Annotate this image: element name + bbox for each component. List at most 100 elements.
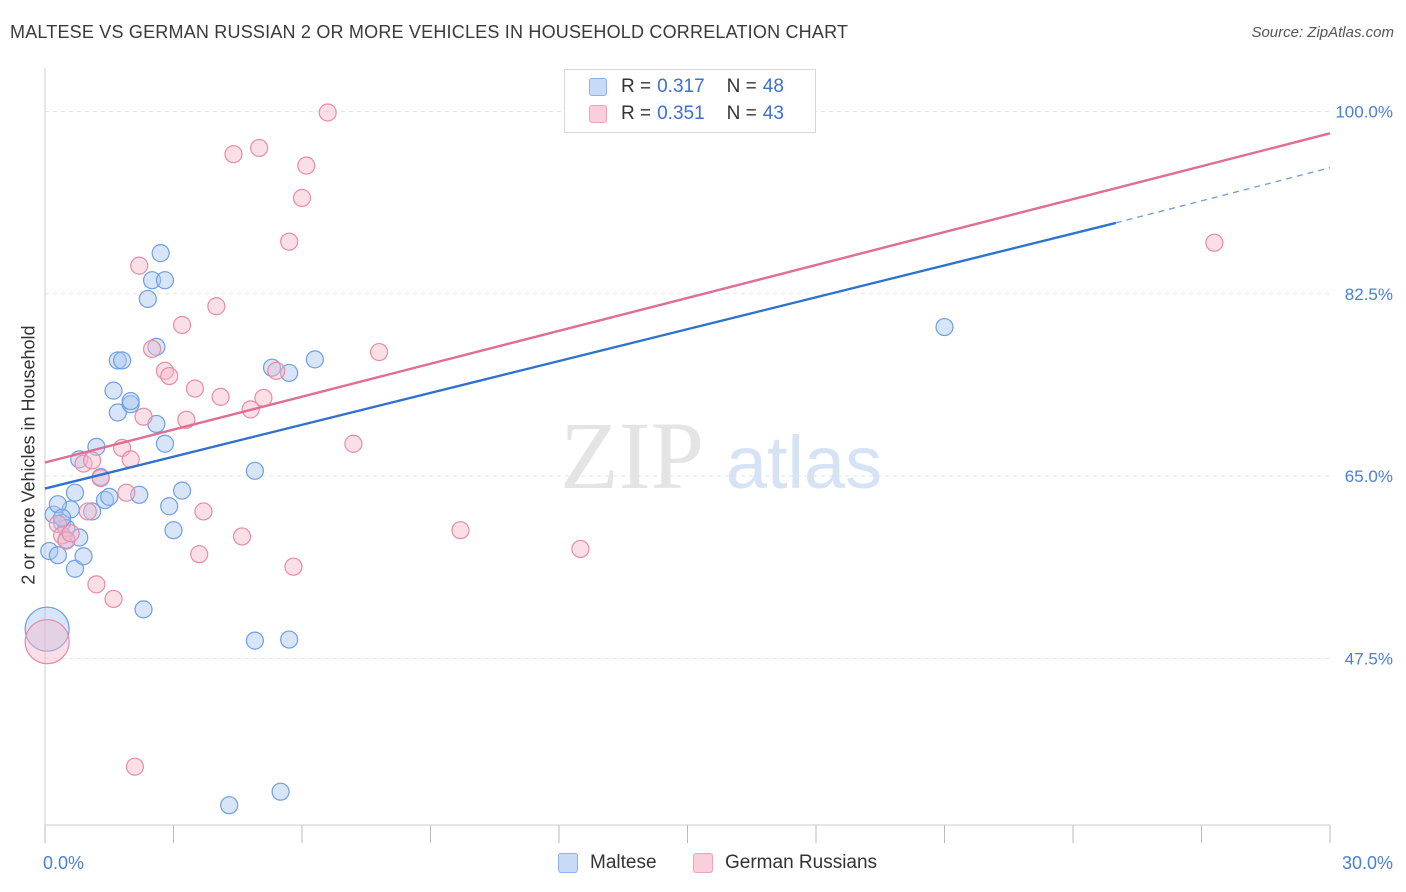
y-tick-label: 100.0% — [1335, 102, 1393, 121]
source-label: Source: ZipAtlas.com — [1251, 24, 1394, 41]
data-point — [134, 600, 153, 619]
data-point — [65, 559, 85, 578]
data-point — [155, 271, 175, 290]
data-point — [224, 145, 243, 164]
correlation-legend: R = 0.317 N = 48 R = 0.351 N = 43 — [564, 69, 816, 133]
series-legend-maltese: Maltese — [558, 852, 657, 874]
data-point — [297, 156, 316, 175]
data-point — [134, 407, 153, 426]
data-point — [108, 351, 127, 370]
data-point — [1205, 233, 1224, 252]
axes — [44, 68, 1331, 843]
data-point — [211, 387, 230, 406]
data-point — [172, 315, 192, 335]
legend-n-value: 48 — [762, 76, 784, 97]
data-point — [108, 403, 127, 422]
trend-line-maltese-extension — [1115, 167, 1331, 224]
data-point — [87, 575, 106, 594]
data-point — [48, 514, 67, 534]
legend-r-value: 0.317 — [657, 76, 705, 97]
data-point — [190, 545, 209, 564]
data-point — [232, 527, 252, 546]
data-point — [121, 391, 140, 411]
x-tick-label-min: 0.0% — [43, 853, 84, 873]
data-point — [151, 244, 170, 263]
data-point — [83, 502, 102, 521]
data-point — [571, 539, 590, 559]
data-point — [935, 317, 954, 337]
data-point — [74, 547, 93, 566]
watermark-zip: ZIP — [560, 402, 704, 509]
series-swatch-maltese — [558, 853, 578, 873]
trend-line-maltese — [44, 221, 1117, 490]
data-point — [100, 487, 119, 506]
legend-r-label: R = — [621, 103, 652, 124]
trend-line-german-russians — [44, 132, 1331, 464]
data-point — [250, 138, 269, 158]
data-point — [267, 361, 286, 380]
data-point — [280, 232, 299, 251]
series-legend: Maltese German Russians — [0, 852, 1406, 876]
data-point — [370, 342, 389, 362]
y-tick-label: 82.5% — [1345, 285, 1393, 304]
legend-n-label: N = — [726, 103, 757, 124]
data-point — [155, 434, 175, 453]
watermark: ZIP atlas — [560, 402, 882, 509]
data-point — [142, 339, 162, 359]
series-label-maltese: Maltese — [590, 852, 657, 873]
trend-lines — [44, 132, 1331, 490]
data-point — [104, 381, 123, 400]
data-point — [48, 495, 67, 514]
data-point — [245, 461, 264, 480]
data-point — [164, 521, 183, 540]
watermark-atlas: atlas — [726, 421, 882, 504]
y-axis-label: 2 or more Vehicles in Household — [18, 325, 39, 585]
data-point — [78, 502, 97, 521]
data-point — [40, 541, 59, 561]
data-point — [65, 483, 85, 502]
x-tick-label-max: 30.0% — [1342, 853, 1393, 873]
data-point — [305, 350, 324, 369]
chart-title: MALTESE VS GERMAN RUSSIAN 2 OR MORE VEHI… — [10, 22, 849, 42]
data-point — [185, 379, 205, 398]
data-point — [104, 589, 123, 609]
data-point — [112, 351, 132, 370]
data-point — [292, 188, 312, 208]
data-point — [160, 497, 179, 516]
data-point — [160, 366, 179, 386]
data-point — [24, 619, 70, 665]
legend-row-german-russians: R = 0.351 N = 43 — [589, 102, 806, 126]
data-point — [280, 630, 299, 649]
y-tick-label: 47.5% — [1345, 649, 1393, 668]
data-point — [125, 757, 145, 776]
series-swatch-german-russians — [693, 853, 713, 873]
data-point — [194, 502, 213, 521]
data-point — [318, 103, 337, 122]
series-label-german-russians: German Russians — [725, 852, 878, 873]
legend-r-label: R = — [621, 76, 652, 97]
gridlines — [45, 110, 1330, 659]
tick-labels: 47.5% 65.0% 82.5% 100.0% 0.0% 30.0% — [43, 102, 1393, 873]
data-point — [344, 434, 363, 453]
data-point — [207, 297, 226, 316]
data-point — [271, 782, 290, 801]
data-point — [172, 481, 192, 500]
data-point — [24, 606, 70, 652]
y-tick-label: 65.0% — [1345, 467, 1393, 486]
data-point — [451, 521, 470, 540]
legend-r-value: 0.351 — [657, 103, 705, 124]
legend-n-value: 43 — [762, 103, 784, 124]
data-point — [245, 631, 264, 650]
data-point — [61, 524, 80, 543]
data-point — [220, 796, 239, 815]
data-point — [138, 289, 157, 309]
series-legend-german-russians: German Russians — [693, 852, 877, 874]
data-point — [117, 483, 136, 502]
legend-swatch-german-russians — [589, 105, 607, 123]
data-point — [48, 546, 67, 565]
data-point — [142, 271, 162, 290]
data-point — [130, 256, 149, 275]
legend-n-label: N = — [726, 76, 757, 97]
legend-row-maltese: R = 0.317 N = 48 — [589, 75, 806, 99]
